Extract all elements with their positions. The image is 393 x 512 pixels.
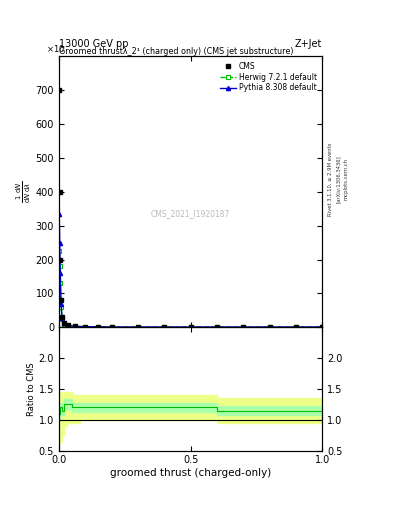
CMS bbox=[96, 324, 101, 330]
Pythia 8.308 default bbox=[267, 324, 272, 330]
CMS bbox=[320, 324, 325, 330]
CMS bbox=[57, 87, 62, 93]
Herwig 7.2.1 default bbox=[162, 324, 167, 330]
CMS bbox=[66, 322, 70, 328]
Herwig 7.2.1 default bbox=[58, 280, 62, 286]
Herwig 7.2.1 default bbox=[320, 324, 325, 330]
CMS bbox=[188, 324, 193, 330]
Herwig 7.2.1 default bbox=[57, 248, 62, 254]
Pythia 8.308 default bbox=[162, 324, 167, 330]
Text: $\times10$: $\times10$ bbox=[46, 42, 65, 54]
Pythia 8.308 default bbox=[294, 324, 298, 330]
CMS bbox=[60, 314, 64, 321]
Pythia 8.308 default bbox=[57, 211, 62, 217]
Pythia 8.308 default bbox=[62, 320, 66, 326]
CMS bbox=[241, 324, 246, 330]
Pythia 8.308 default bbox=[60, 315, 64, 321]
Herwig 7.2.1 default bbox=[83, 324, 88, 330]
Legend: CMS, Herwig 7.2.1 default, Pythia 8.308 default: CMS, Herwig 7.2.1 default, Pythia 8.308 … bbox=[219, 60, 318, 94]
Herwig 7.2.1 default bbox=[59, 304, 63, 310]
Herwig 7.2.1 default bbox=[62, 321, 66, 327]
Herwig 7.2.1 default bbox=[241, 324, 246, 330]
Herwig 7.2.1 default bbox=[215, 324, 219, 330]
CMS bbox=[162, 324, 167, 330]
Herwig 7.2.1 default bbox=[109, 324, 114, 330]
CMS bbox=[72, 323, 77, 329]
Pythia 8.308 default bbox=[59, 301, 63, 307]
CMS bbox=[109, 324, 114, 330]
X-axis label: groomed thrust (charged-only): groomed thrust (charged-only) bbox=[110, 468, 271, 478]
Text: 13000 GeV pp: 13000 GeV pp bbox=[59, 38, 129, 49]
Text: Groomed thrustλ_2¹ (charged only) (CMS jet substructure): Groomed thrustλ_2¹ (charged only) (CMS j… bbox=[59, 47, 294, 55]
Herwig 7.2.1 default bbox=[136, 324, 140, 330]
CMS bbox=[136, 324, 140, 330]
Pythia 8.308 default bbox=[57, 240, 62, 246]
Herwig 7.2.1 default bbox=[294, 324, 298, 330]
CMS bbox=[83, 324, 88, 330]
Text: Rivet 3.1.10, ≥ 2.9M events: Rivet 3.1.10, ≥ 2.9M events bbox=[328, 142, 333, 216]
Herwig 7.2.1 default bbox=[72, 323, 77, 329]
Herwig 7.2.1 default bbox=[66, 323, 70, 329]
Pythia 8.308 default bbox=[96, 324, 101, 330]
Herwig 7.2.1 default bbox=[60, 316, 64, 322]
Y-axis label: $\frac{1}{\mathrm{d}N}\frac{\mathrm{d}N}{\mathrm{d}\lambda}$: $\frac{1}{\mathrm{d}N}\frac{\mathrm{d}N}… bbox=[15, 181, 33, 203]
Y-axis label: Ratio to CMS: Ratio to CMS bbox=[27, 362, 36, 416]
Text: mcplots.cern.ch: mcplots.cern.ch bbox=[344, 158, 349, 200]
Herwig 7.2.1 default bbox=[57, 263, 62, 269]
Line: Herwig 7.2.1 default: Herwig 7.2.1 default bbox=[57, 249, 324, 329]
Text: CMS_2021_I1920187: CMS_2021_I1920187 bbox=[151, 209, 230, 218]
CMS bbox=[267, 324, 272, 330]
CMS bbox=[58, 257, 62, 263]
Pythia 8.308 default bbox=[241, 324, 246, 330]
CMS bbox=[215, 324, 219, 330]
CMS bbox=[62, 320, 66, 326]
Herwig 7.2.1 default bbox=[188, 324, 193, 330]
Pythia 8.308 default bbox=[58, 270, 62, 276]
Pythia 8.308 default bbox=[215, 324, 219, 330]
Pythia 8.308 default bbox=[83, 324, 88, 330]
CMS bbox=[59, 297, 63, 303]
Pythia 8.308 default bbox=[188, 324, 193, 330]
Line: CMS: CMS bbox=[57, 88, 324, 329]
Pythia 8.308 default bbox=[136, 324, 140, 330]
Text: Z+Jet: Z+Jet bbox=[295, 38, 322, 49]
Herwig 7.2.1 default bbox=[267, 324, 272, 330]
Herwig 7.2.1 default bbox=[96, 324, 101, 330]
CMS bbox=[294, 324, 298, 330]
Text: [arXiv:1306.3436]: [arXiv:1306.3436] bbox=[336, 155, 341, 203]
CMS bbox=[57, 189, 62, 195]
Pythia 8.308 default bbox=[72, 323, 77, 329]
Pythia 8.308 default bbox=[109, 324, 114, 330]
Pythia 8.308 default bbox=[320, 324, 325, 330]
Pythia 8.308 default bbox=[66, 322, 70, 328]
Line: Pythia 8.308 default: Pythia 8.308 default bbox=[57, 212, 324, 329]
